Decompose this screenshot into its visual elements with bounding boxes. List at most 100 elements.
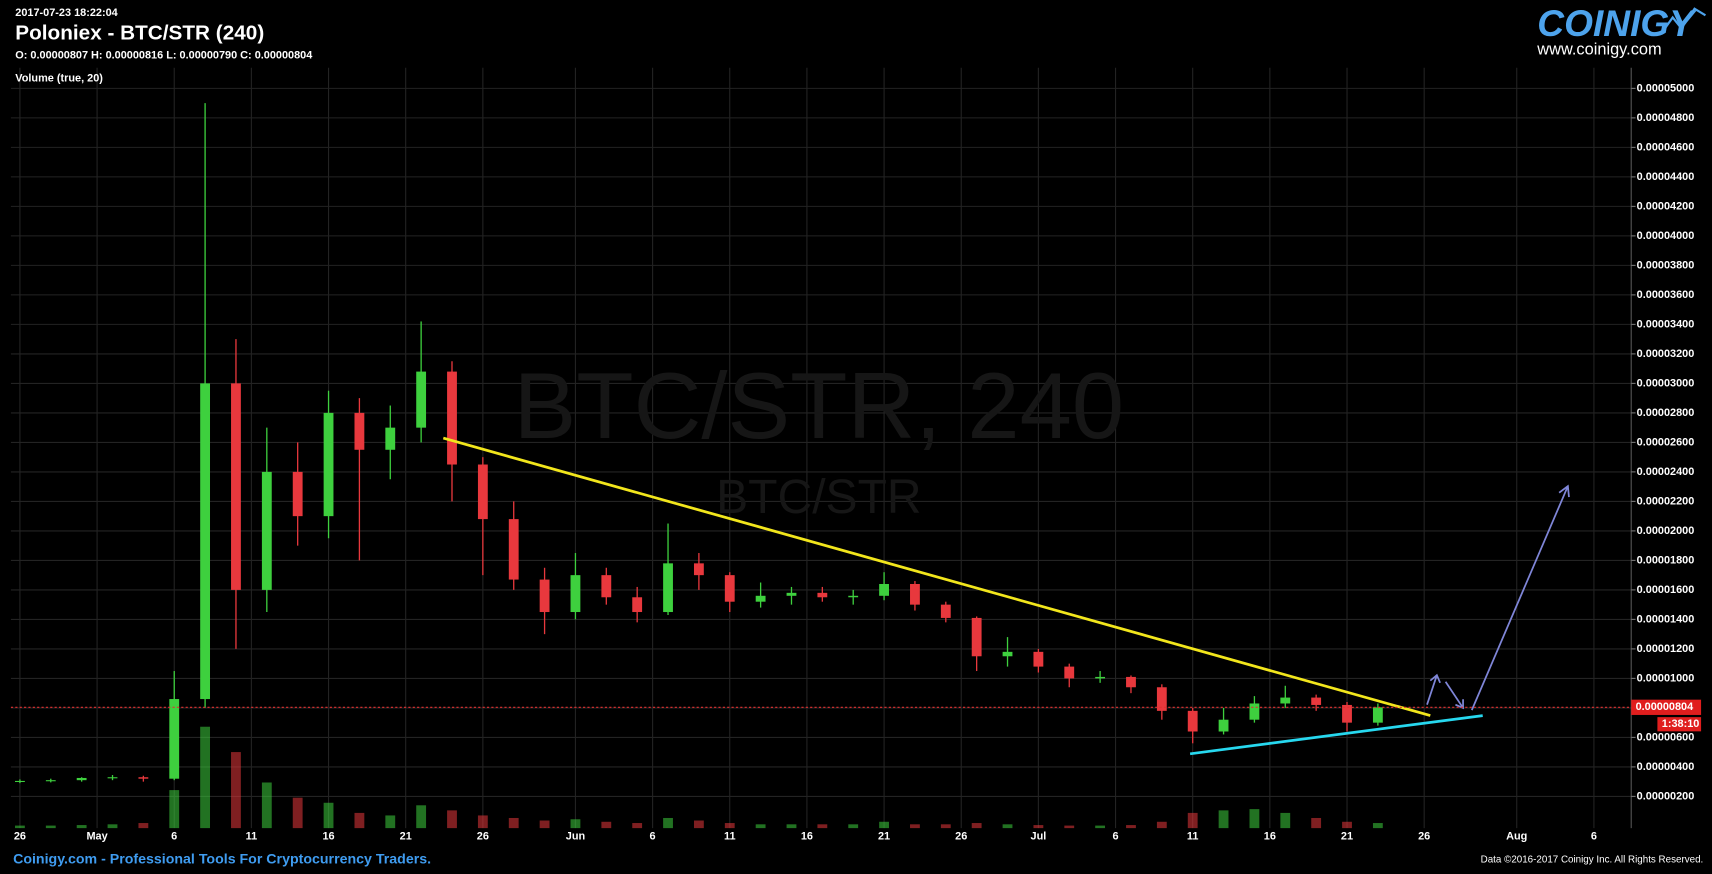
x-tick-label: 16 bbox=[801, 831, 813, 843]
footer-left[interactable]: Coinigy.com - Professional Tools For Cry… bbox=[13, 852, 431, 868]
candle-body bbox=[910, 583, 920, 605]
volume-bar bbox=[231, 752, 241, 829]
x-tick-label: 6 bbox=[1113, 831, 1119, 843]
volume-bar bbox=[1342, 821, 1352, 829]
candle-body bbox=[724, 575, 735, 602]
candle-body bbox=[292, 471, 303, 517]
volume-bar bbox=[416, 805, 427, 829]
y-tick-label: 0.00002000 bbox=[1637, 525, 1695, 537]
volume-bar bbox=[292, 797, 303, 829]
y-tick-label: 0.00003800 bbox=[1637, 259, 1695, 271]
indicator-label: Volume (true, 20) bbox=[15, 73, 103, 85]
price-layer: 0.00000804 1:38:10 bbox=[10, 699, 1702, 732]
volume-bar bbox=[1187, 812, 1198, 829]
y-tick-label: 0.00001600 bbox=[1637, 584, 1695, 596]
y-tick-label: 0.00001800 bbox=[1637, 554, 1695, 566]
y-tick-label: 0.00000600 bbox=[1637, 731, 1695, 743]
y-tick-label: 0.00002400 bbox=[1637, 466, 1695, 478]
volume-bar bbox=[1280, 812, 1291, 829]
candle-body bbox=[601, 575, 612, 598]
candle-body bbox=[1126, 676, 1136, 688]
candle-body bbox=[755, 595, 766, 602]
arrow-down bbox=[1444, 681, 1464, 709]
candle-body bbox=[879, 583, 889, 596]
x-tick-label: 16 bbox=[322, 831, 334, 843]
volume-bar bbox=[570, 819, 581, 829]
candle-body bbox=[848, 595, 859, 598]
y-tick-label: 0.00001400 bbox=[1637, 613, 1695, 625]
candle-body bbox=[632, 597, 643, 613]
countdown-box bbox=[1657, 717, 1702, 732]
volume-layer bbox=[15, 726, 1383, 829]
candle-body bbox=[200, 383, 211, 700]
volume-bar bbox=[200, 726, 211, 829]
volume-bar bbox=[879, 821, 889, 829]
x-tick-label: 6 bbox=[1591, 831, 1597, 843]
candle-body bbox=[477, 464, 488, 520]
candle-body bbox=[416, 371, 427, 428]
candle-body bbox=[1064, 666, 1075, 679]
candle-body bbox=[169, 699, 180, 779]
volume-bar bbox=[1064, 825, 1075, 829]
candle-body bbox=[76, 777, 87, 781]
volume-bar bbox=[601, 821, 612, 829]
support-trendline bbox=[1189, 714, 1483, 756]
volume-bar bbox=[1218, 810, 1229, 829]
y-tick-label: 0.00004000 bbox=[1637, 230, 1695, 242]
watermark-sub: BTC/STR bbox=[716, 471, 921, 524]
y-tick-label: 0.00002200 bbox=[1637, 495, 1695, 507]
y-tick-label: 0.00003200 bbox=[1637, 348, 1695, 360]
candle-body bbox=[940, 604, 951, 618]
x-tick-label: 21 bbox=[1341, 831, 1353, 843]
x-tick-label: 26 bbox=[955, 831, 967, 843]
x-tick-label: 6 bbox=[171, 831, 177, 843]
logo-url: www.coinigy.com bbox=[1536, 41, 1661, 59]
volume-bar bbox=[632, 823, 643, 829]
volume-bar bbox=[755, 824, 766, 829]
volume-bar bbox=[45, 825, 56, 829]
grid bbox=[10, 67, 1632, 829]
volume-bar bbox=[663, 817, 673, 829]
arrow-up bbox=[1426, 674, 1438, 705]
candle-body bbox=[1249, 703, 1260, 720]
candle-body bbox=[1342, 704, 1352, 723]
y-tick-label: 0.00001200 bbox=[1637, 643, 1695, 655]
y-tick-label: 0.00004600 bbox=[1637, 141, 1695, 153]
candle-body bbox=[817, 592, 828, 598]
x-tick-label: 21 bbox=[878, 831, 890, 843]
candle-body bbox=[508, 519, 519, 580]
y-tick-label: 0.00004200 bbox=[1637, 200, 1695, 212]
volume-bar bbox=[138, 823, 149, 829]
candle-body bbox=[1311, 697, 1322, 705]
candle-body bbox=[107, 777, 118, 779]
x-tick-label: Aug bbox=[1506, 831, 1527, 843]
volume-bar bbox=[76, 825, 87, 829]
candle-body bbox=[693, 563, 704, 576]
volume-bar bbox=[107, 824, 118, 829]
y-tick-label: 0.00000200 bbox=[1637, 790, 1695, 802]
arrow-long bbox=[1470, 485, 1569, 711]
candle-body bbox=[1033, 651, 1044, 667]
candle-body bbox=[1095, 676, 1106, 679]
x-tick-label: 16 bbox=[1264, 831, 1276, 843]
x-tick-label: 11 bbox=[1187, 831, 1199, 843]
volume-bar bbox=[1002, 824, 1013, 829]
volume-bar bbox=[693, 820, 704, 829]
y-tick-label: 0.00004400 bbox=[1637, 171, 1695, 183]
candle-body bbox=[231, 383, 241, 590]
candle-body bbox=[1156, 687, 1167, 711]
volume-bar bbox=[786, 824, 797, 829]
candle-body bbox=[1002, 651, 1013, 657]
x-tick-label: 21 bbox=[400, 831, 412, 843]
logo-mark bbox=[1660, 7, 1707, 34]
volume-bar bbox=[447, 810, 457, 829]
arrow-head bbox=[1429, 673, 1441, 684]
chart-title: Poloniex - BTC/STR (240) bbox=[15, 21, 264, 44]
current-price-label: 0.00000804 bbox=[1636, 701, 1694, 713]
x-tick-label: May bbox=[86, 831, 107, 843]
volume-bar bbox=[1372, 823, 1383, 829]
y-tick-label: 0.00000400 bbox=[1637, 761, 1695, 773]
volume-bar bbox=[539, 820, 550, 829]
